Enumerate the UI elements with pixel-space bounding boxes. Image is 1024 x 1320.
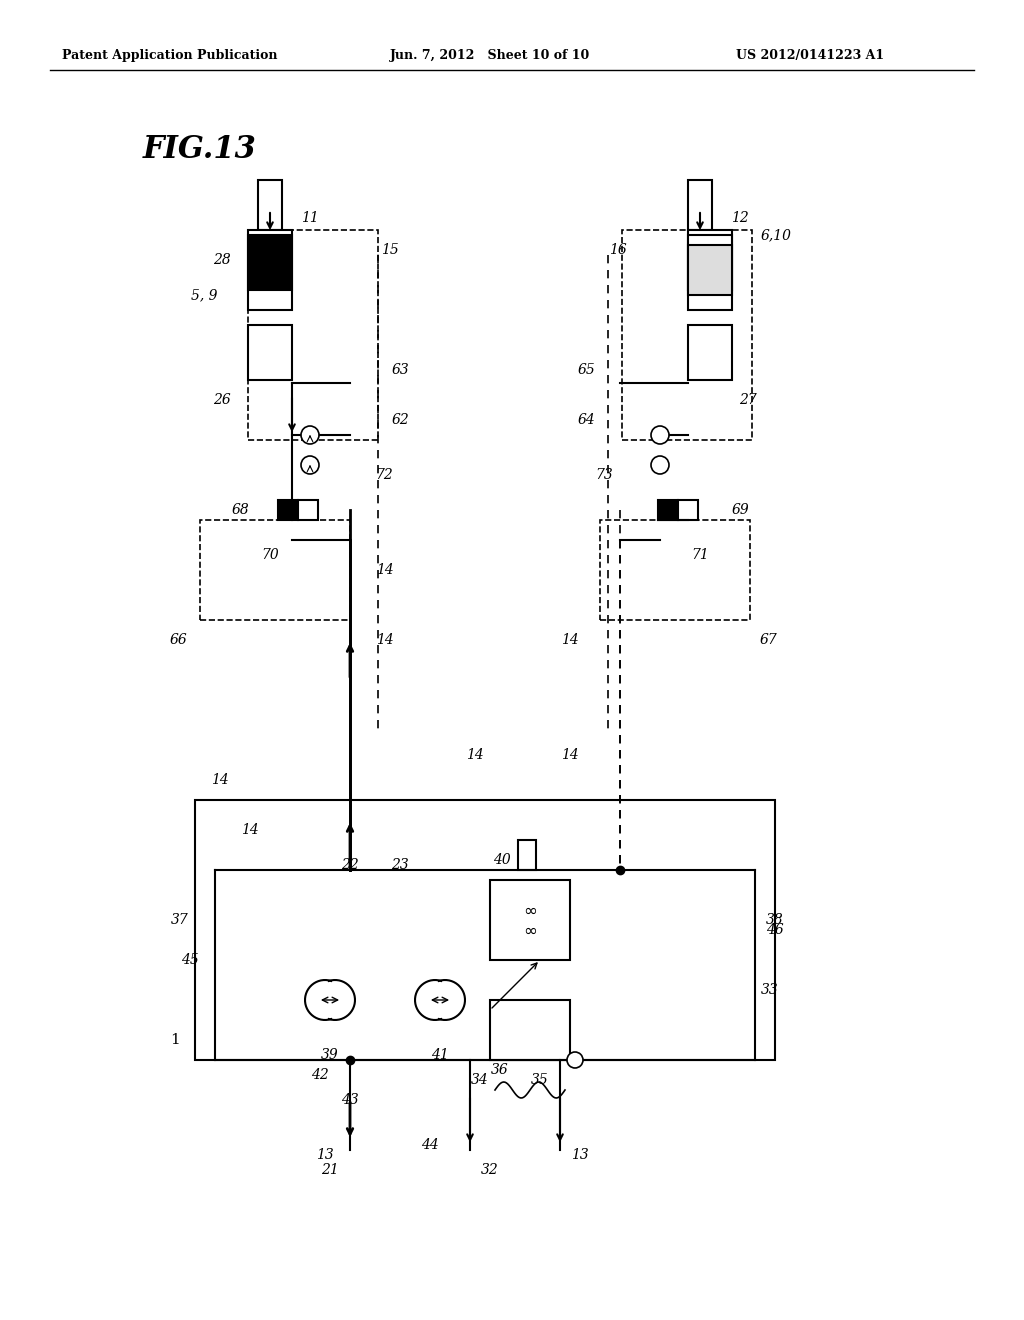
- Text: 23: 23: [391, 858, 409, 873]
- Text: 12: 12: [731, 211, 749, 224]
- Text: 13: 13: [571, 1148, 589, 1162]
- Bar: [298, 500, 318, 520]
- Text: 68: 68: [231, 503, 249, 517]
- Bar: [195, 800, 775, 1060]
- Bar: [688, 180, 712, 230]
- Text: 34: 34: [471, 1073, 488, 1086]
- Text: 62: 62: [391, 413, 409, 426]
- Bar: [248, 230, 292, 310]
- Text: $\infty$: $\infty$: [523, 921, 537, 939]
- Bar: [658, 500, 678, 520]
- Text: 21: 21: [322, 1163, 339, 1177]
- Text: 27: 27: [739, 393, 757, 407]
- Bar: [248, 325, 292, 380]
- Text: 72: 72: [375, 469, 393, 482]
- Text: 44: 44: [421, 1138, 439, 1152]
- Bar: [688, 325, 732, 380]
- Text: 43: 43: [341, 1093, 358, 1107]
- Bar: [518, 840, 536, 870]
- Text: 65: 65: [578, 363, 595, 378]
- Text: 69: 69: [731, 503, 749, 517]
- Text: 5, 9: 5, 9: [190, 288, 217, 302]
- Bar: [688, 235, 732, 290]
- Text: 16: 16: [609, 243, 627, 257]
- Text: 15: 15: [381, 243, 399, 257]
- Text: 33: 33: [761, 983, 779, 997]
- Bar: [490, 1001, 570, 1060]
- Bar: [200, 520, 350, 620]
- Text: 14: 14: [561, 634, 579, 647]
- Bar: [678, 500, 698, 520]
- Bar: [258, 180, 282, 230]
- Text: 13: 13: [316, 1148, 334, 1162]
- Text: Patent Application Publication: Patent Application Publication: [62, 49, 278, 62]
- Text: 11: 11: [301, 211, 318, 224]
- Text: 70: 70: [261, 548, 279, 562]
- Text: 14: 14: [561, 748, 579, 762]
- Text: 14: 14: [466, 748, 484, 762]
- Text: $\infty$: $\infty$: [523, 902, 537, 919]
- Text: 45: 45: [181, 953, 199, 968]
- Text: FIG.13: FIG.13: [143, 135, 257, 165]
- Text: 71: 71: [691, 548, 709, 562]
- Text: 14: 14: [376, 564, 394, 577]
- Bar: [248, 235, 292, 290]
- Bar: [688, 246, 732, 294]
- Bar: [688, 230, 732, 310]
- Circle shape: [651, 426, 669, 444]
- Text: 22: 22: [341, 858, 358, 873]
- Text: 28: 28: [213, 253, 230, 267]
- Text: 37: 37: [171, 913, 188, 927]
- Text: 42: 42: [311, 1068, 329, 1082]
- Bar: [622, 230, 752, 440]
- Text: 39: 39: [322, 1048, 339, 1063]
- Bar: [248, 230, 378, 440]
- Text: 35: 35: [531, 1073, 549, 1086]
- Text: Jun. 7, 2012   Sheet 10 of 10: Jun. 7, 2012 Sheet 10 of 10: [390, 49, 590, 62]
- Text: 1: 1: [170, 1034, 180, 1047]
- Circle shape: [301, 455, 319, 474]
- Text: 38: 38: [766, 913, 784, 927]
- Text: 36: 36: [492, 1063, 509, 1077]
- Text: 46: 46: [766, 923, 784, 937]
- Bar: [490, 880, 570, 960]
- Text: 14: 14: [211, 774, 229, 787]
- Circle shape: [567, 1052, 583, 1068]
- Circle shape: [651, 455, 669, 474]
- Text: 63: 63: [391, 363, 409, 378]
- Bar: [600, 520, 750, 620]
- Text: 41: 41: [431, 1048, 449, 1063]
- Text: 14: 14: [241, 822, 259, 837]
- Circle shape: [301, 426, 319, 444]
- Text: 40: 40: [494, 853, 511, 867]
- Text: 32: 32: [481, 1163, 499, 1177]
- Text: 64: 64: [578, 413, 595, 426]
- Text: US 2012/0141223 A1: US 2012/0141223 A1: [736, 49, 884, 62]
- Text: 67: 67: [759, 634, 777, 647]
- Text: 14: 14: [376, 634, 394, 647]
- Text: 26: 26: [213, 393, 230, 407]
- Text: 66: 66: [169, 634, 186, 647]
- Text: 6,10: 6,10: [761, 228, 792, 242]
- Text: 73: 73: [595, 469, 613, 482]
- Bar: [278, 500, 298, 520]
